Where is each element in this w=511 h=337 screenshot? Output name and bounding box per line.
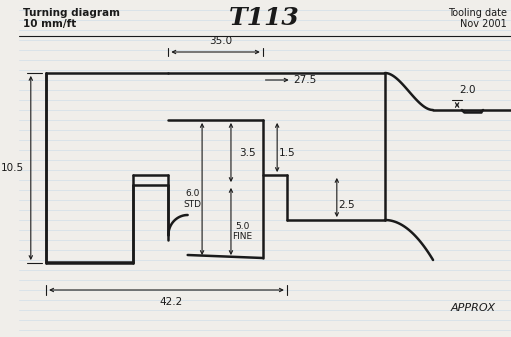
- Text: 5.0
FINE: 5.0 FINE: [233, 222, 252, 241]
- Text: 10.5: 10.5: [1, 163, 24, 173]
- Text: 3.5: 3.5: [239, 148, 256, 157]
- Text: 2.0: 2.0: [459, 85, 476, 95]
- Text: Tooling date: Tooling date: [448, 8, 507, 18]
- Text: 2.5: 2.5: [339, 201, 355, 211]
- Text: 6.0
STD: 6.0 STD: [183, 189, 201, 209]
- Text: T113: T113: [229, 6, 300, 30]
- Text: 27.5: 27.5: [293, 75, 317, 85]
- Text: 35.0: 35.0: [209, 36, 232, 46]
- Text: APPROX: APPROX: [451, 303, 496, 313]
- Text: Nov 2001: Nov 2001: [460, 19, 507, 29]
- Text: 1.5: 1.5: [279, 148, 296, 157]
- Text: 42.2: 42.2: [159, 297, 183, 307]
- Text: 10 mm/ft: 10 mm/ft: [23, 19, 76, 29]
- Text: Turning diagram: Turning diagram: [23, 8, 120, 18]
